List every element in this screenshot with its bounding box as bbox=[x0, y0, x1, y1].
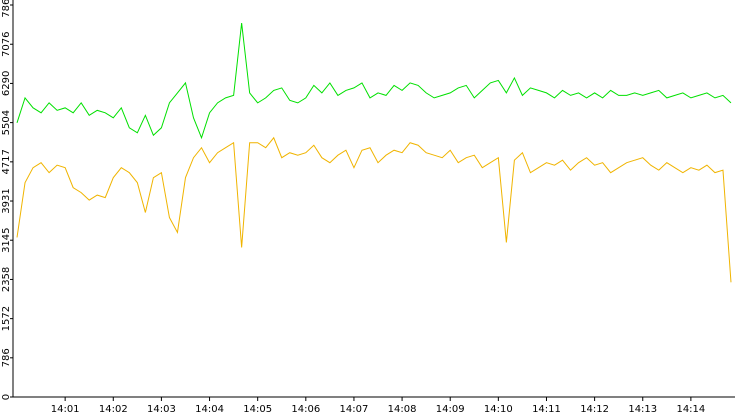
y-tick-label: 3931 bbox=[1, 188, 12, 213]
x-tick-label: 14:07 bbox=[340, 404, 369, 415]
y-tick-label: 7863 bbox=[1, 0, 12, 18]
y-tick-label: 4717 bbox=[1, 149, 12, 174]
x-tick-label: 14:03 bbox=[147, 404, 176, 415]
y-tick-label: 7076 bbox=[1, 32, 12, 57]
y-tick-label: 2358 bbox=[1, 267, 12, 292]
x-tick-label: 14:04 bbox=[195, 404, 224, 415]
x-tick-label: 14:12 bbox=[580, 404, 609, 415]
x-tick-label: 14:05 bbox=[243, 404, 272, 415]
series-line bbox=[16, 23, 732, 140]
x-tick-label: 14:14 bbox=[676, 404, 705, 415]
y-tick-label: 0 bbox=[1, 394, 12, 400]
series-line bbox=[16, 136, 732, 283]
y-tick-label: 1572 bbox=[1, 306, 12, 331]
x-tick-label: 14:09 bbox=[436, 404, 465, 415]
x-tick-label: 14:06 bbox=[291, 404, 320, 415]
x-tick-label: 14:02 bbox=[99, 404, 128, 415]
y-tick-label: 5504 bbox=[1, 110, 12, 135]
y-tick-label: 786 bbox=[1, 348, 12, 367]
y-tick-label: 6290 bbox=[1, 71, 12, 96]
x-tick-label: 14:10 bbox=[484, 404, 513, 415]
x-tick-label: 14:13 bbox=[628, 404, 657, 415]
y-tick-label: 3145 bbox=[1, 227, 12, 252]
x-tick-label: 14:01 bbox=[51, 404, 80, 415]
x-tick-label: 14:08 bbox=[388, 404, 417, 415]
x-tick-label: 14:11 bbox=[532, 404, 561, 415]
